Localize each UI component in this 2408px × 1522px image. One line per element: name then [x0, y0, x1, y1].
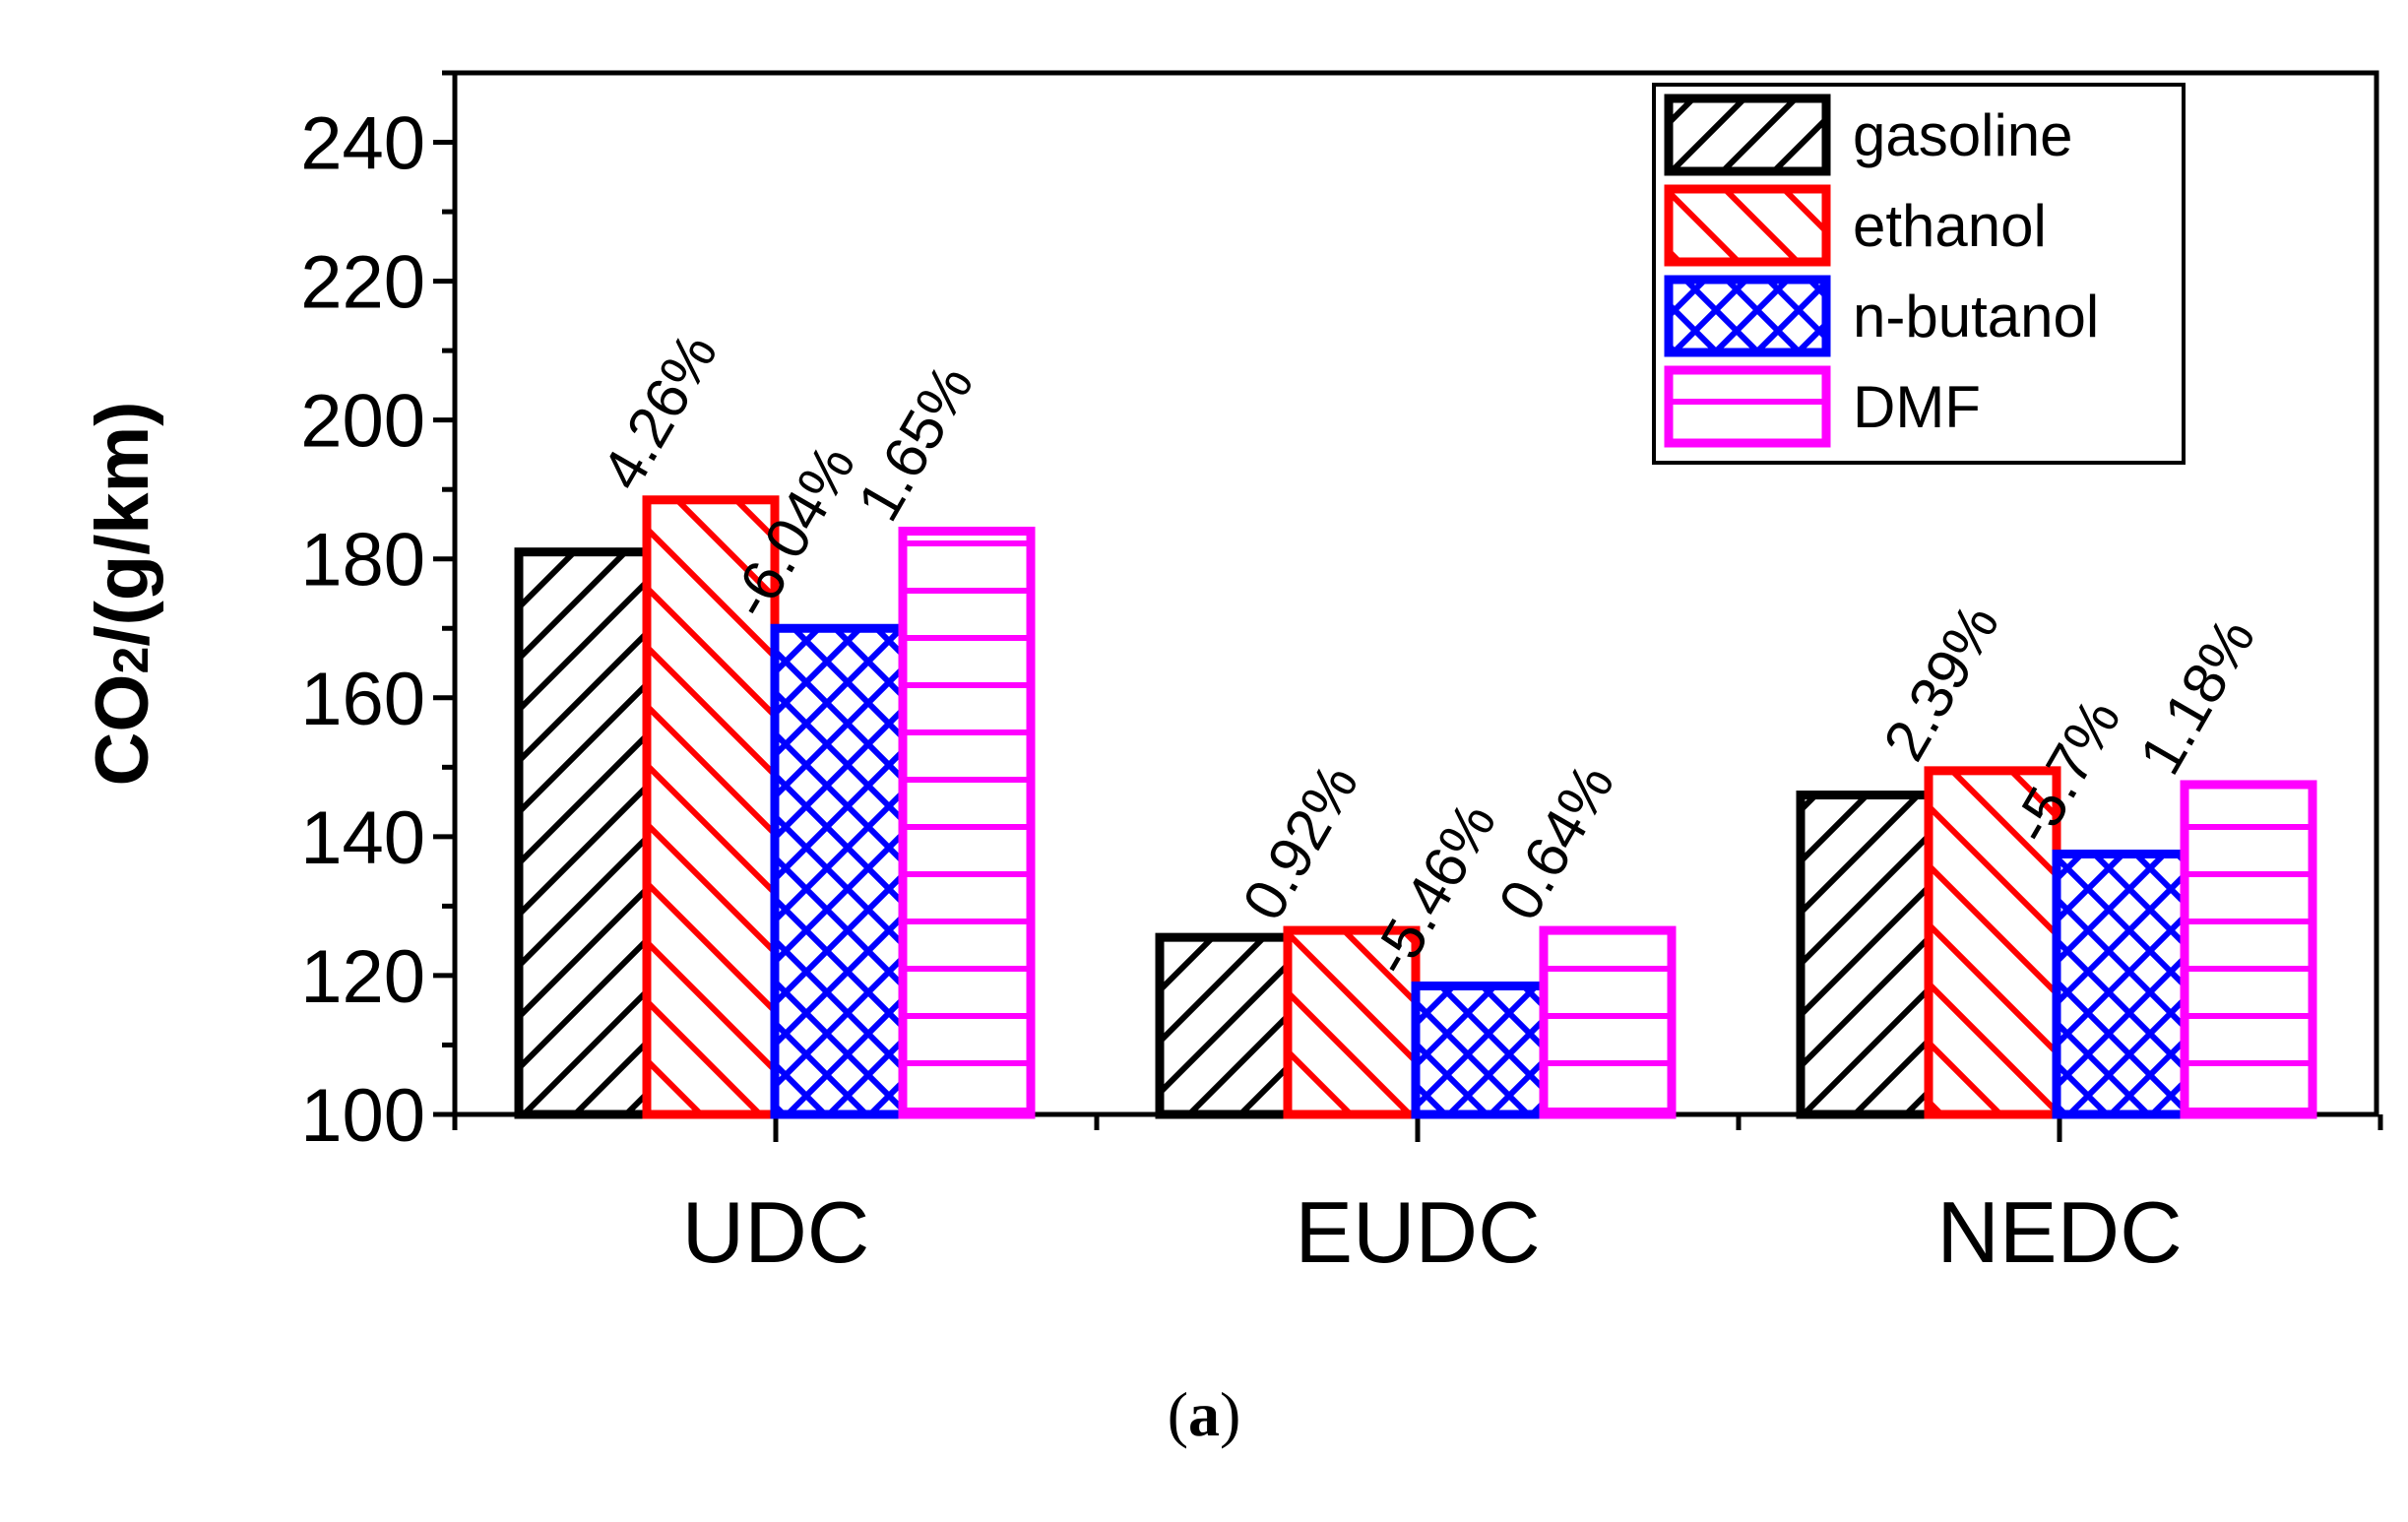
data-label-EUDC-n-butanol: -5.46% [1358, 792, 1508, 986]
data-label-UDC-ethanol: 4.26% [589, 322, 729, 500]
bar-DMF-EUDC [1539, 925, 1677, 1119]
x-category-label: UDC [682, 1183, 870, 1281]
legend-swatch-n-butanol [1664, 275, 1831, 357]
legend-label-ethanol: ethanol [1853, 193, 2047, 259]
x-category-label: EUDC [1295, 1183, 1540, 1281]
y-tick-label: 180 [300, 519, 425, 602]
caption-close-paren: ) [1220, 1379, 1241, 1449]
legend-label-n-butanol: n-butanol [1853, 284, 2099, 349]
y-tick-label: 120 [300, 935, 425, 1019]
y-tick-label: 200 [300, 380, 425, 464]
bar-gasoline-UDC [514, 547, 652, 1119]
bar-n-butanol-EUDC [1411, 982, 1549, 1119]
y-axis-label: CO2/(g/km) [81, 402, 164, 787]
data-label-EUDC-DMF: 0.64% [1486, 753, 1626, 931]
bar-n-butanol-NEDC [2052, 850, 2189, 1119]
y-axis-label-main: CO [81, 673, 164, 786]
bars-group [514, 495, 2317, 1119]
bar-gasoline-NEDC [1796, 791, 1933, 1119]
y-axis-label-units: /(g/km) [81, 402, 164, 647]
bar-n-butanol-UDC [770, 623, 908, 1119]
y-axis-ticks: 100 120 140 160 180 200 220 240 [300, 70, 455, 1158]
y-tick-label: 100 [300, 1074, 425, 1158]
data-label-EUDC-ethanol: 0.92% [1230, 753, 1370, 931]
figure-caption: (a) [0, 1378, 2408, 1451]
bar-DMF-NEDC [2180, 780, 2317, 1119]
data-label-NEDC-DMF: 1.18% [2126, 607, 2267, 786]
legend-swatch-DMF [1664, 365, 1831, 448]
data-label-UDC-DMF: 1.65% [845, 353, 985, 532]
legend-swatch-gasoline [1664, 94, 1831, 176]
legend-label-gasoline: gasoline [1853, 102, 2073, 168]
x-axis-ticks: UDC EUDC NEDC [452, 1114, 2383, 1281]
caption-letter: a [1188, 1379, 1220, 1449]
legend-swatch-ethanol [1664, 184, 1831, 267]
bar-gasoline-EUDC [1155, 932, 1293, 1119]
legend-label-DMF: DMF [1853, 374, 1981, 440]
data-label-NEDC-ethanol: 2.39% [1870, 594, 2011, 772]
y-tick-label: 240 [300, 102, 425, 186]
caption-open-paren: ( [1167, 1379, 1188, 1449]
x-category-label: NEDC [1936, 1183, 2182, 1281]
bar-DMF-UDC [898, 527, 1036, 1119]
legend: gasoline ethanol n-butanol DMF [1652, 83, 2186, 465]
y-tick-label: 220 [300, 241, 425, 325]
y-tick-label: 160 [300, 658, 425, 741]
y-axis-label-subscript: 2 [103, 647, 158, 674]
y-tick-label: 140 [300, 796, 425, 880]
